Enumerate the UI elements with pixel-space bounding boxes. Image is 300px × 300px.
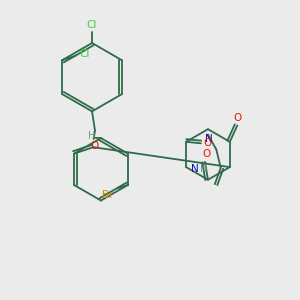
Text: O: O	[90, 140, 98, 151]
Text: Br: Br	[102, 190, 114, 200]
Text: Cl: Cl	[87, 20, 97, 30]
Text: H: H	[200, 164, 208, 174]
Text: O: O	[234, 113, 242, 123]
Text: N: N	[190, 164, 198, 175]
Text: O: O	[203, 138, 211, 148]
Text: O: O	[202, 149, 210, 159]
Text: H: H	[88, 131, 95, 141]
Text: N: N	[205, 134, 213, 144]
Text: Cl: Cl	[79, 49, 89, 59]
